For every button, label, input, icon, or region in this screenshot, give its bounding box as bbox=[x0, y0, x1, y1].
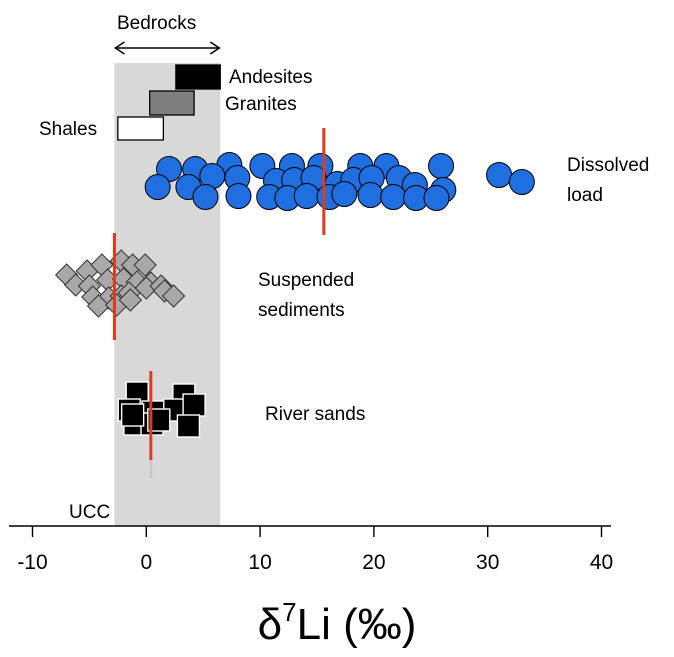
x-label-delta: δ bbox=[258, 600, 283, 649]
bedrocks-label: Bedrocks bbox=[117, 13, 196, 34]
bedrocks-arrow bbox=[113, 41, 221, 55]
shales-label: Shales bbox=[39, 119, 97, 140]
x-label-rest: Li (‰) bbox=[297, 600, 417, 649]
dissolved-point bbox=[331, 181, 358, 207]
ucc-label: UCC bbox=[69, 502, 110, 523]
bar-andesites bbox=[175, 64, 221, 90]
dissolved-label-2: load bbox=[567, 185, 603, 206]
river-sands-label: River sands bbox=[265, 404, 365, 425]
bar-granites bbox=[149, 90, 195, 116]
x-tick-label: 10 bbox=[248, 551, 271, 574]
suspended-point bbox=[86, 294, 111, 318]
river-sand-point bbox=[176, 414, 201, 438]
granites-label: Granites bbox=[225, 94, 297, 115]
x-tick-label: 0 bbox=[140, 551, 152, 574]
dissolved-point bbox=[486, 162, 513, 188]
dissolved-point bbox=[293, 183, 320, 209]
suspended-label-2: sediments bbox=[258, 300, 345, 321]
river-sand-point bbox=[147, 408, 171, 432]
series-1 bbox=[54, 233, 186, 340]
dissolved-point bbox=[192, 184, 219, 210]
bar-shales bbox=[117, 116, 165, 141]
dissolved-point bbox=[423, 185, 450, 211]
suspended-label-1: Suspended bbox=[258, 270, 354, 291]
dissolved-point bbox=[225, 183, 252, 209]
river-sand-point bbox=[182, 393, 206, 417]
dissolved-point bbox=[380, 184, 407, 210]
dissolved-label-1: Dissolved bbox=[567, 155, 649, 176]
series-2 bbox=[117, 371, 206, 478]
dissolved-point bbox=[144, 174, 171, 200]
suspended-point bbox=[118, 288, 143, 312]
suspended-point bbox=[133, 253, 157, 277]
river-sand-point bbox=[120, 403, 145, 427]
dissolved-point bbox=[428, 153, 455, 179]
x-tick-label: 30 bbox=[476, 551, 499, 574]
x-axis-label: δ7Li (‰) bbox=[258, 597, 417, 649]
x-label-sup: 7 bbox=[282, 597, 296, 627]
andesites-label: Andesites bbox=[229, 67, 312, 88]
series-0 bbox=[144, 128, 535, 235]
dissolved-point bbox=[508, 169, 535, 195]
x-tick-label: -10 bbox=[17, 551, 47, 574]
suspended-point bbox=[161, 284, 186, 308]
x-tick-label: 40 bbox=[590, 551, 613, 574]
x-tick-label: 20 bbox=[362, 551, 385, 574]
dissolved-point bbox=[357, 182, 384, 208]
